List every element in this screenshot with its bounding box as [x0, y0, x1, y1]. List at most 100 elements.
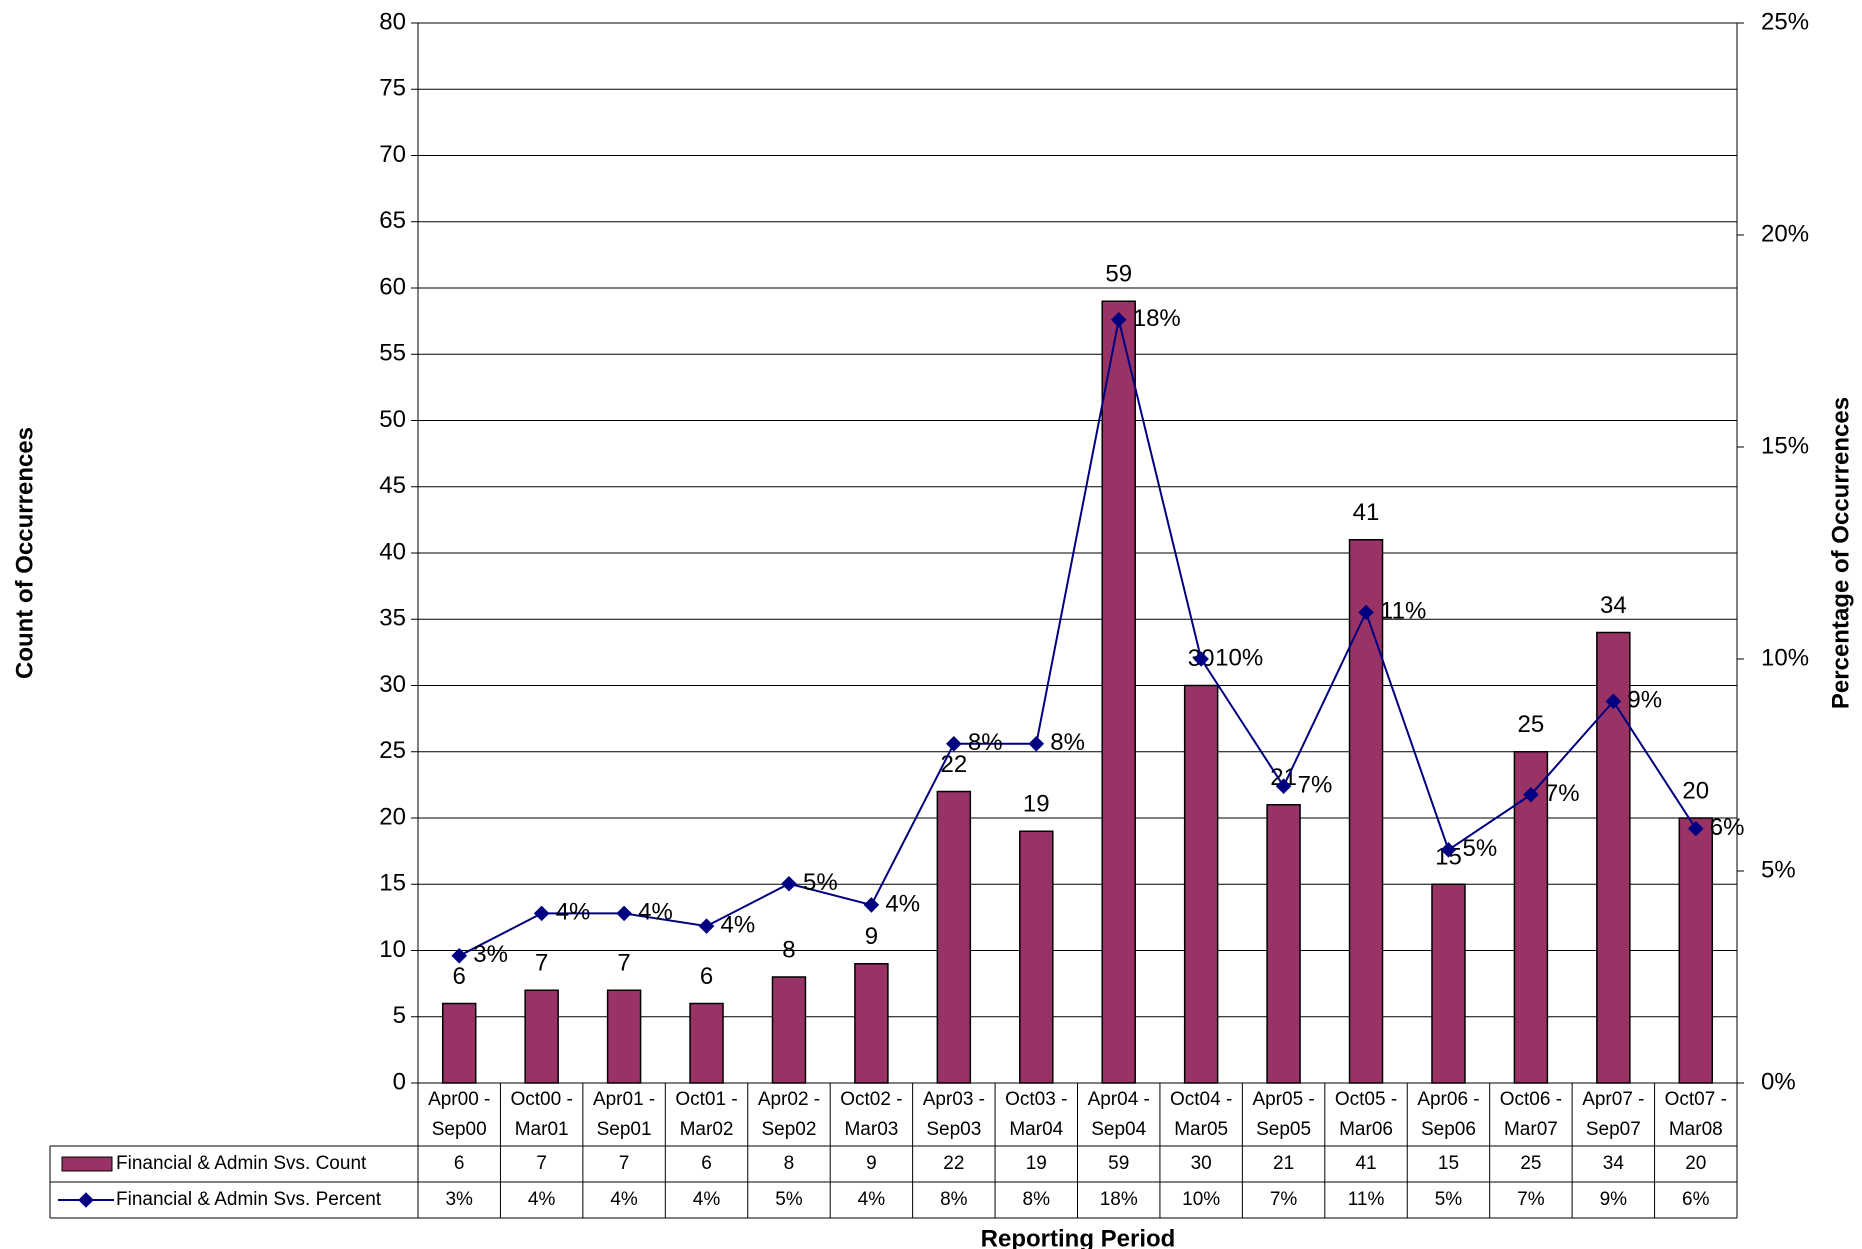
table-cell: 15 [1438, 1153, 1459, 1174]
line [458, 319, 1697, 957]
y-axis-title: Count of Occurrences [11, 427, 38, 679]
y-tick-label: 30 [379, 671, 406, 698]
table-cell: 20 [1685, 1153, 1706, 1174]
x-tick-label: Oct00 -Mar01 [511, 1089, 573, 1140]
bar [936, 790, 972, 1084]
marker [616, 905, 632, 922]
y-tick-label: 50 [379, 406, 406, 433]
table-cell: 10% [1182, 1189, 1220, 1210]
bar [1678, 817, 1714, 1084]
table-cell: 19 [1026, 1153, 1047, 1174]
data-label: 7 [617, 950, 630, 977]
bar [1266, 804, 1301, 1084]
data-label: 4% [721, 911, 756, 938]
bar [1019, 830, 1054, 1084]
data-label: 7% [1298, 772, 1333, 799]
y-tick-label: 0 [393, 1068, 406, 1095]
data-label: 3% [473, 941, 508, 968]
x-axis-title: Reporting Period [981, 1225, 1176, 1249]
data-label: 10% [1215, 644, 1263, 671]
data-label: 25 [1518, 711, 1545, 738]
table-cell: 8% [1023, 1189, 1051, 1210]
table-cell: 22 [943, 1153, 964, 1174]
table-cell: 4% [858, 1189, 886, 1210]
bar [1431, 883, 1466, 1084]
table-cell: 3% [445, 1189, 473, 1210]
legend-swatch [61, 1156, 113, 1172]
bar [1183, 684, 1219, 1084]
table-cell: 4% [693, 1189, 721, 1210]
x-tick-label: Oct04 -Mar05 [1170, 1089, 1232, 1140]
bar [1348, 539, 1384, 1084]
data-label: 22 [940, 751, 967, 778]
y-tick-label: 45 [379, 472, 406, 499]
table-cell: 5% [1435, 1189, 1463, 1210]
table-cell: 59 [1108, 1153, 1129, 1174]
x-tick-label: Oct06 -Mar07 [1500, 1089, 1562, 1140]
bar [524, 989, 559, 1084]
data-label: 4% [885, 890, 920, 917]
marker [1275, 778, 1292, 794]
x-tick-label: Oct02 -Mar03 [840, 1089, 902, 1140]
y-tick-label: 80 [379, 8, 406, 35]
x-tick-label: Apr04 -Sep04 [1088, 1089, 1150, 1140]
x-tick-label: Oct01 -Mar02 [675, 1089, 737, 1140]
table-cell: 30 [1191, 1153, 1212, 1174]
y2-tick-label: 10% [1761, 644, 1809, 671]
marker [1028, 736, 1045, 752]
x-tick-label: Apr06 -Sep06 [1417, 1089, 1479, 1140]
data-label: 8 [782, 936, 795, 963]
data-label: 11% [1380, 598, 1426, 625]
x-tick-label: Apr00 -Sep00 [428, 1089, 490, 1140]
legend-label: Financial & Admin Svs. Count [116, 1153, 367, 1174]
x-tick-label: Apr03 -Sep03 [923, 1089, 985, 1140]
table-cell: 34 [1603, 1153, 1625, 1174]
data-label: 19 [1023, 791, 1050, 818]
y-tick-label: 75 [379, 75, 406, 102]
legend-swatch [78, 1192, 94, 1208]
table-cell: 11% [1348, 1189, 1385, 1210]
x-tick-label: Oct05 -Mar06 [1335, 1089, 1397, 1140]
marker [698, 918, 715, 934]
data-label: 20 [1682, 777, 1709, 804]
y-tick-label: 65 [379, 207, 406, 234]
data-label: 5% [1462, 835, 1497, 862]
table-cell: 18% [1100, 1189, 1138, 1210]
data-label: 6 [453, 963, 466, 990]
marker [533, 905, 550, 922]
marker [1358, 604, 1374, 621]
y-tick-label: 40 [379, 538, 406, 565]
y2-tick-label: 25% [1761, 8, 1809, 35]
bar [441, 1002, 477, 1084]
y2-axis-title: Percentage of Occurrences [1827, 397, 1854, 709]
data-label: 7 [535, 950, 548, 977]
y2-tick-label: 15% [1761, 432, 1809, 459]
marker [1440, 842, 1457, 858]
y-tick-label: 60 [379, 273, 406, 300]
data-label: 8% [1050, 729, 1085, 756]
data-label: 9 [865, 923, 878, 950]
y-tick-label: 20 [379, 803, 406, 830]
y-tick-label: 5 [393, 1002, 406, 1029]
y2-tick-label: 20% [1761, 220, 1809, 247]
data-label: 34 [1600, 592, 1627, 619]
x-tick-label: Apr07 -Sep07 [1582, 1089, 1644, 1140]
data-label: 41 [1353, 499, 1380, 526]
bar [689, 1002, 724, 1084]
table-cell: 7% [1270, 1189, 1298, 1210]
data-label: 4% [556, 899, 591, 926]
x-tick-label: Oct07 -Mar08 [1665, 1089, 1727, 1140]
marker [946, 736, 962, 752]
data-label: 5% [803, 869, 838, 896]
marker [1110, 312, 1127, 328]
bar [1513, 751, 1549, 1084]
data-label: 18% [1133, 305, 1181, 332]
bar [1101, 300, 1136, 1084]
y-tick-label: 70 [379, 141, 406, 168]
y-tick-label: 25 [379, 737, 406, 764]
table-cell: 25 [1520, 1153, 1541, 1174]
table-cell: 6 [701, 1153, 712, 1174]
y-tick-label: 10 [379, 936, 406, 963]
x-tick-label: Oct03 -Mar04 [1005, 1089, 1067, 1140]
